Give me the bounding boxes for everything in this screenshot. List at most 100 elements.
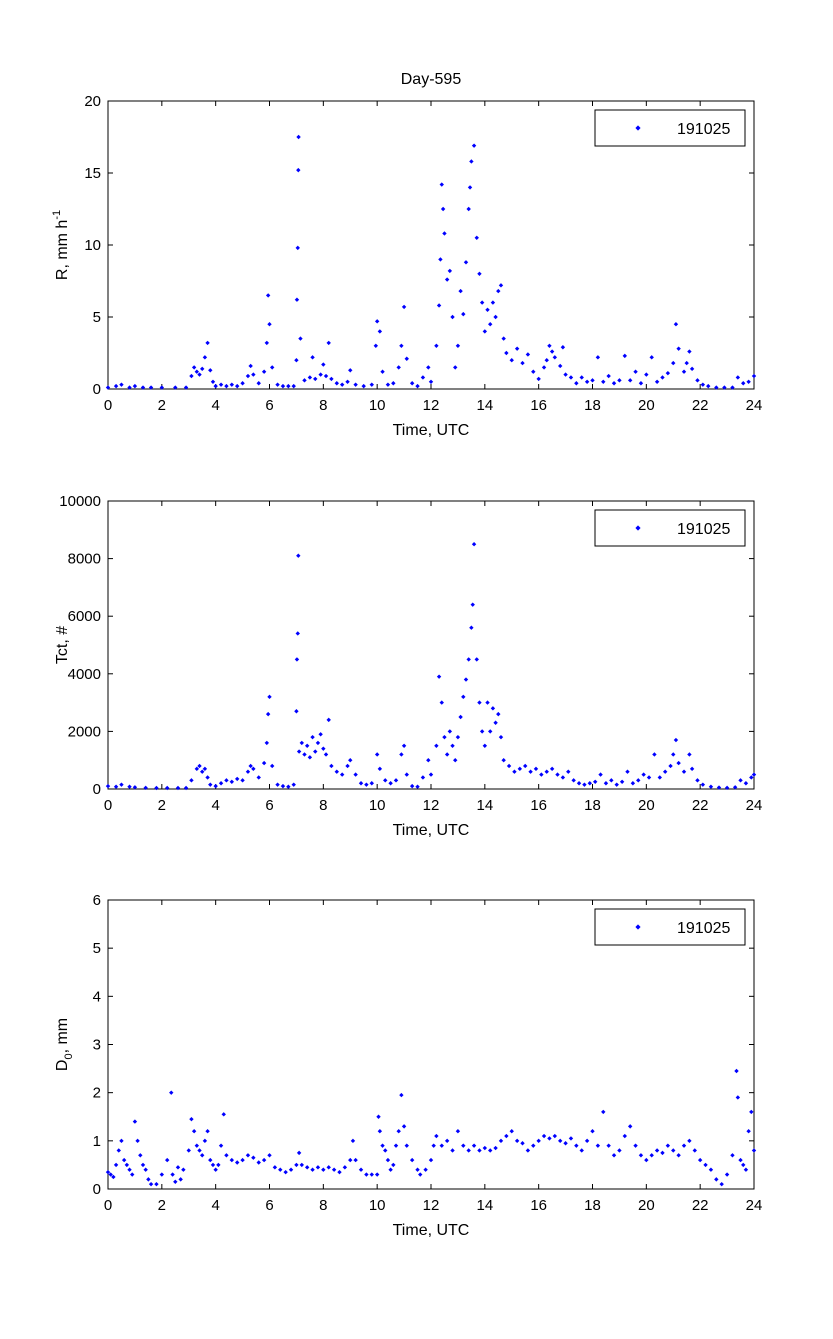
- data-point: [369, 781, 374, 786]
- data-point: [734, 1068, 739, 1074]
- data-point: [574, 1143, 579, 1148]
- data-point: [213, 383, 218, 389]
- data-point: [584, 379, 590, 384]
- x-axis-label: Time, UTC: [393, 822, 470, 839]
- data-point: [738, 1157, 743, 1163]
- data-point: [205, 1129, 210, 1134]
- data-point: [455, 1129, 461, 1134]
- data-point: [741, 1162, 746, 1168]
- data-point: [298, 336, 303, 341]
- data-point: [544, 769, 549, 774]
- data-point: [539, 772, 544, 777]
- data-point: [625, 769, 630, 774]
- data-point: [240, 778, 245, 783]
- data-point: [154, 1181, 159, 1187]
- data-point: [644, 372, 649, 377]
- data-point: [447, 268, 453, 274]
- data-point: [374, 752, 380, 757]
- x-axis-label: Time, UTC: [393, 1222, 470, 1239]
- data-point: [278, 1167, 283, 1172]
- data-point: [265, 293, 271, 298]
- data-point: [288, 1167, 294, 1172]
- data-point: [415, 1167, 420, 1172]
- data-point: [348, 758, 353, 763]
- data-point: [119, 782, 124, 787]
- data-point: [463, 677, 469, 682]
- data-point: [173, 1179, 178, 1184]
- data-point: [493, 720, 498, 725]
- data-point: [208, 782, 213, 787]
- data-point: [528, 769, 533, 774]
- x-tick-label: 14: [476, 397, 493, 414]
- data-point: [296, 1150, 302, 1156]
- data-point: [436, 303, 442, 308]
- data-point: [374, 319, 380, 324]
- data-point: [409, 381, 415, 386]
- data-point: [377, 766, 383, 772]
- data-point: [138, 1153, 143, 1158]
- data-point: [256, 1160, 261, 1165]
- data-point: [466, 657, 471, 662]
- data-point: [504, 350, 509, 356]
- data-point: [638, 1153, 644, 1158]
- data-point: [558, 1138, 563, 1144]
- data-point: [714, 385, 719, 390]
- data-point: [423, 1167, 428, 1172]
- data-point: [256, 381, 261, 386]
- data-point: [549, 349, 555, 354]
- data-point: [746, 1129, 751, 1134]
- data-point: [488, 1148, 493, 1153]
- data-point: [687, 1138, 692, 1144]
- data-point: [385, 382, 391, 387]
- data-point: [568, 1136, 574, 1141]
- data-point: [622, 1133, 627, 1139]
- data-point: [186, 1148, 191, 1153]
- data-point: [358, 1167, 364, 1172]
- data-point: [326, 340, 331, 346]
- data-point: [555, 772, 560, 777]
- data-point: [409, 783, 415, 789]
- data-point: [358, 781, 364, 786]
- data-point: [450, 743, 455, 748]
- data-point: [724, 1172, 730, 1177]
- data-point: [560, 775, 566, 780]
- data-point: [444, 277, 450, 282]
- data-point: [183, 785, 189, 791]
- data-point: [210, 379, 216, 384]
- data-point: [280, 383, 286, 389]
- data-point: [380, 369, 385, 374]
- data-point: [657, 775, 662, 780]
- data-point: [208, 368, 213, 373]
- data-point: [708, 1167, 714, 1172]
- data-point: [218, 781, 224, 786]
- data-point: [121, 1157, 127, 1163]
- data-point: [461, 311, 466, 317]
- data-point: [470, 602, 475, 607]
- data-point: [536, 1138, 541, 1144]
- data-point: [321, 362, 326, 367]
- data-point: [549, 766, 555, 772]
- data-point: [189, 373, 194, 379]
- data-point: [509, 1129, 514, 1134]
- data-point: [148, 385, 154, 390]
- data-point: [732, 785, 738, 790]
- data-point: [673, 737, 679, 743]
- data-point: [743, 781, 749, 786]
- data-point: [302, 752, 307, 757]
- y-tick-label: 0: [93, 381, 101, 398]
- data-point: [558, 363, 563, 369]
- data-point: [251, 372, 256, 377]
- data-point: [329, 763, 334, 769]
- x-tick-label: 12: [423, 797, 440, 814]
- legend-marker: [635, 924, 641, 930]
- data-point: [477, 700, 482, 705]
- data-point: [385, 1157, 391, 1163]
- data-point: [700, 782, 706, 787]
- data-point: [326, 717, 331, 723]
- x-tick-label: 10: [369, 397, 386, 414]
- data-point: [321, 746, 326, 751]
- data-point: [399, 752, 404, 757]
- data-point: [272, 1165, 278, 1170]
- legend-label: 191025: [677, 920, 730, 937]
